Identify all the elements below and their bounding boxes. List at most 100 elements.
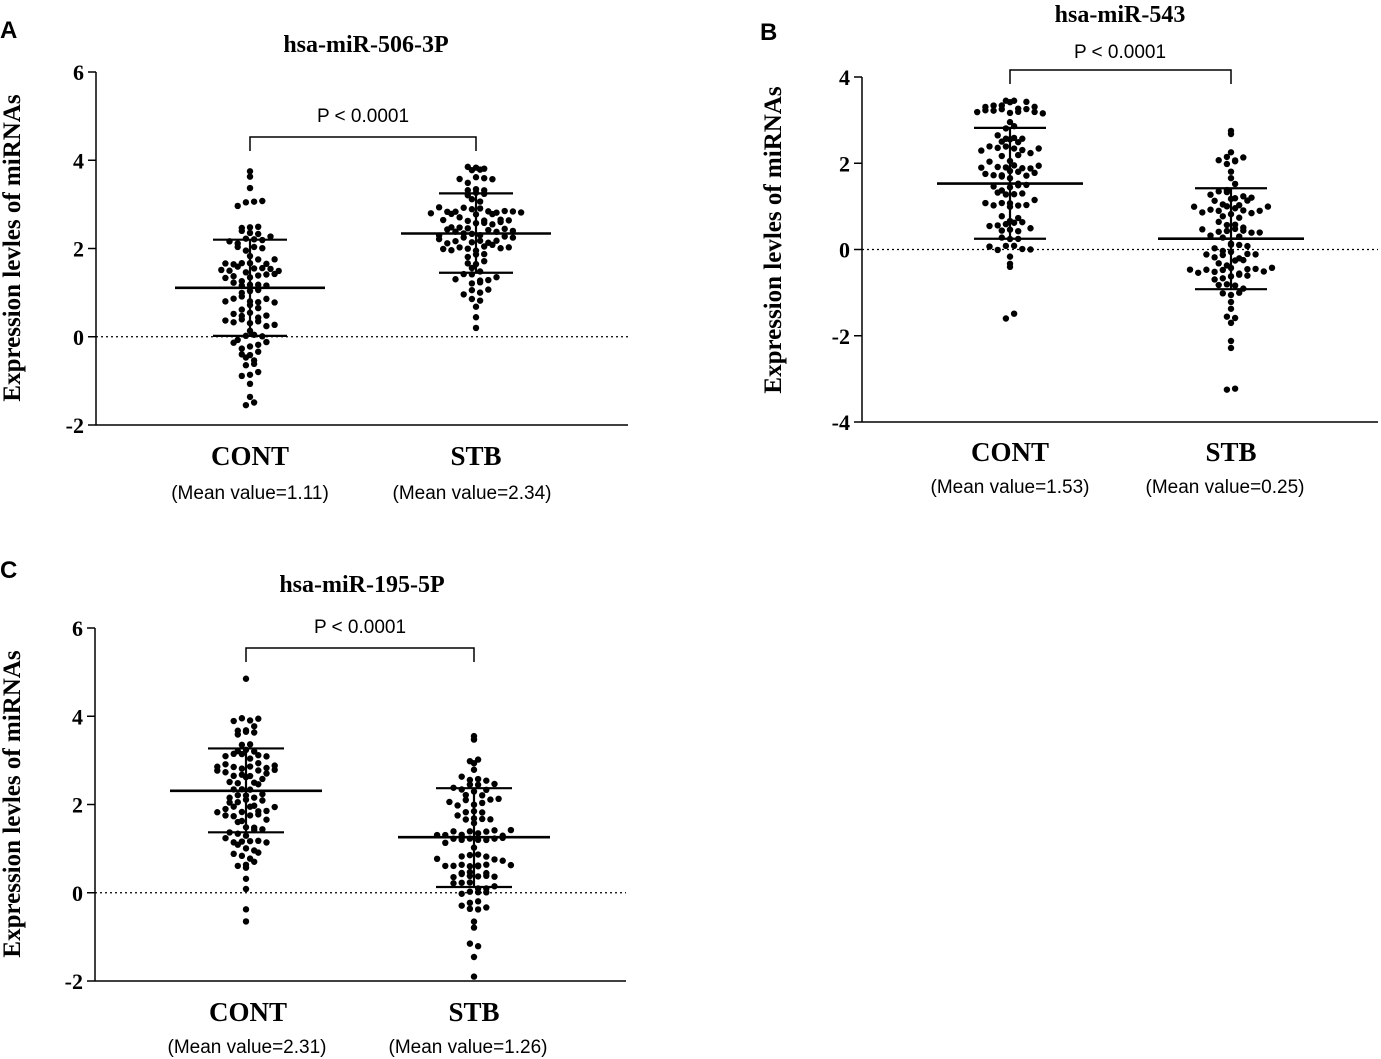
data-point-stb [466, 879, 474, 886]
data-point-cont [250, 360, 258, 368]
significance-bracket [245, 647, 475, 662]
data-point-stb [456, 214, 463, 221]
data-point-cont [259, 797, 266, 804]
data-point-cont [238, 227, 245, 235]
data-point-cont [246, 371, 254, 378]
data-point-stb [470, 736, 478, 743]
data-point-stb [1227, 174, 1235, 182]
data-point-stb [460, 204, 467, 211]
data-point-stb [487, 816, 494, 823]
data-point-stb [1211, 276, 1218, 283]
data-point-stb [458, 870, 465, 878]
p-value-label: P < 0.0001 [317, 106, 409, 127]
data-point-stb [483, 828, 490, 835]
data-point-stb [493, 237, 500, 244]
data-point-stb [466, 851, 474, 859]
data-point-stb [470, 973, 478, 980]
data-point-cont [998, 227, 1005, 234]
data-point-stb [468, 239, 476, 246]
data-point-stb [474, 863, 482, 870]
data-point-stb [481, 250, 488, 258]
data-point-stb [474, 873, 482, 880]
data-point-stb [1215, 157, 1222, 164]
data-point-cont [263, 260, 270, 268]
data-point-cont [259, 197, 266, 205]
data-point-stb [464, 225, 471, 232]
data-point-stb [450, 828, 457, 835]
data-point-cont [242, 362, 250, 369]
data-point-stb [476, 237, 484, 244]
data-point-stb [497, 218, 504, 226]
data-point-stb [1207, 191, 1214, 198]
data-point-cont [230, 803, 237, 810]
data-point-cont [1006, 253, 1014, 260]
data-point-cont [226, 794, 233, 801]
data-point-stb [1236, 214, 1243, 221]
data-point-stb [474, 775, 482, 783]
y-tick-label: 2 [839, 151, 850, 176]
data-point-stb [470, 924, 478, 931]
data-point-stb [481, 219, 488, 227]
data-point-cont [1015, 138, 1022, 146]
data-point-stb [460, 291, 467, 298]
data-point-stb [1227, 130, 1235, 138]
data-point-stb [491, 827, 498, 834]
data-point-cont [998, 234, 1005, 241]
category-label-stb: STB [448, 997, 499, 1027]
data-point-stb [1227, 305, 1235, 312]
data-point-cont [242, 247, 250, 254]
data-point-cont [246, 763, 254, 770]
data-point-cont [234, 818, 241, 826]
data-point-stb [1231, 225, 1239, 233]
panel-a: A hsa-miR-506-3P Expression levles of mi… [0, 17, 628, 504]
data-point-cont [1010, 310, 1018, 317]
data-point-cont [255, 368, 262, 376]
data-point-stb [468, 206, 476, 213]
y-tick-label: 4 [73, 148, 84, 173]
data-point-cont [246, 803, 254, 810]
data-point-stb [1219, 251, 1227, 259]
data-point-cont [238, 765, 246, 772]
data-point-cont [271, 766, 278, 774]
data-point-cont [246, 812, 254, 819]
data-point-cont [234, 841, 241, 848]
data-point-stb [462, 796, 469, 804]
data-point-cont [1035, 162, 1042, 169]
data-point-cont [226, 799, 233, 806]
data-point-cont [1031, 103, 1038, 111]
data-point-stb [1244, 250, 1251, 258]
data-point-cont [242, 401, 250, 409]
data-point-stb [479, 799, 486, 807]
data-point-stb [499, 857, 506, 864]
data-point-stb [1215, 228, 1222, 235]
data-point-cont [222, 805, 229, 813]
data-point-cont [255, 298, 262, 306]
data-point-stb [450, 862, 457, 870]
data-point-cont [990, 102, 997, 109]
data-point-cont [255, 348, 262, 355]
data-point-cont [250, 198, 258, 205]
chart-title: hsa-miR-543 [1055, 2, 1186, 28]
data-point-stb [464, 260, 471, 267]
data-point-cont [1015, 168, 1022, 175]
data-point-stb [433, 855, 441, 863]
data-point-cont [222, 752, 229, 760]
data-point-stb [1248, 229, 1255, 236]
data-point-stb [489, 210, 496, 218]
data-point-cont [242, 906, 250, 913]
data-point-stb [466, 888, 474, 895]
y-tick-label: -2 [832, 324, 850, 349]
data-point-stb [468, 196, 476, 203]
data-point-stb [1199, 209, 1206, 216]
data-point-stb [1223, 227, 1231, 235]
data-point-cont [222, 761, 229, 768]
data-point-stb [476, 289, 484, 296]
data-point-stb [501, 225, 508, 233]
data-point-stb [491, 873, 498, 880]
data-point-stb [462, 816, 469, 823]
data-point-stb [489, 241, 496, 249]
data-point-cont [255, 223, 262, 231]
data-point-cont [222, 260, 229, 267]
data-point-stb [466, 776, 474, 784]
category-label-cont: CONT [211, 441, 289, 471]
